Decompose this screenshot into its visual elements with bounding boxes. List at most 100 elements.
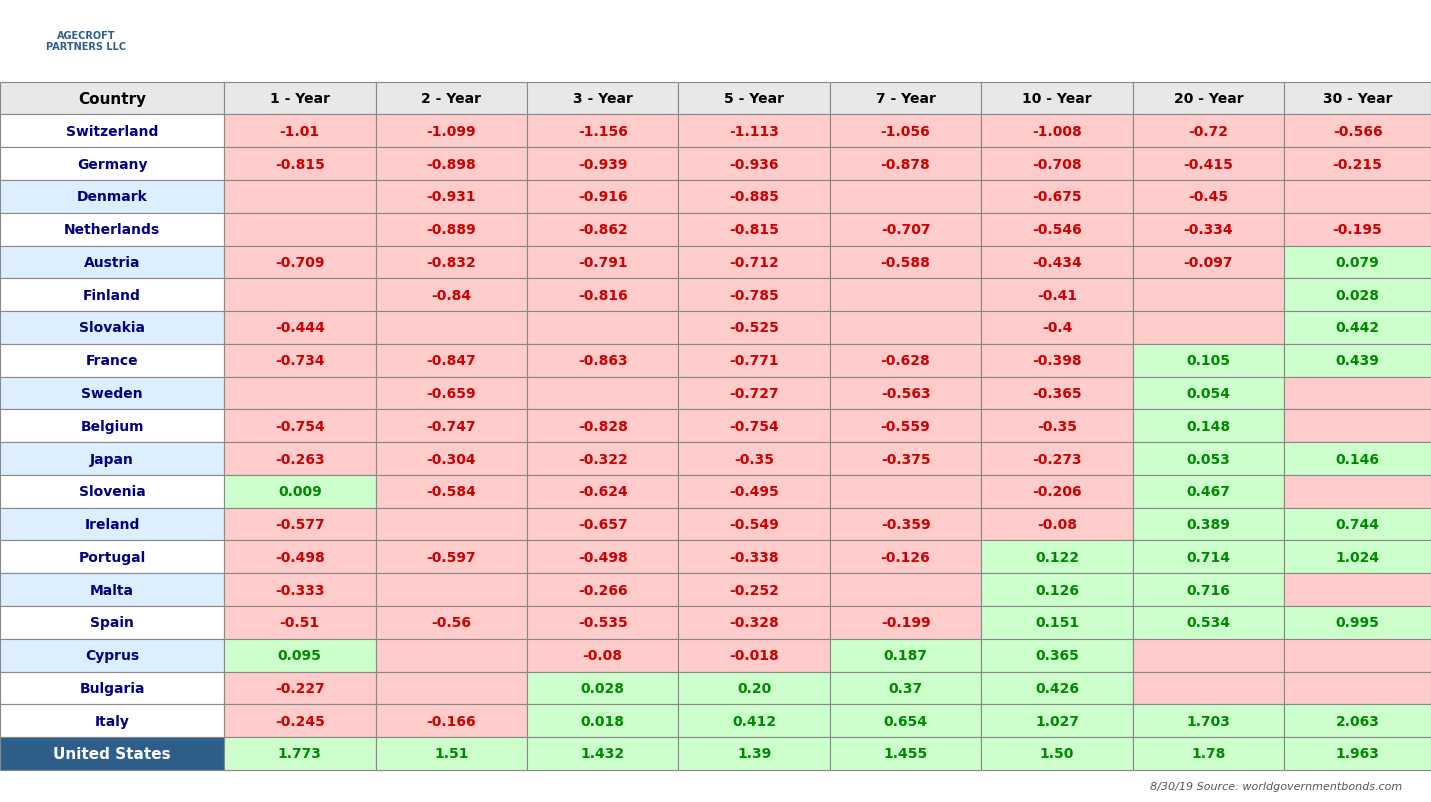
Bar — [1284, 573, 1431, 606]
Bar — [375, 279, 527, 312]
Text: -0.563: -0.563 — [880, 387, 930, 400]
Text: 0.187: 0.187 — [883, 648, 927, 662]
Text: 0.534: 0.534 — [1186, 616, 1231, 630]
Bar — [225, 443, 375, 476]
Bar — [830, 83, 982, 115]
Bar — [982, 312, 1133, 344]
Text: Spain: Spain — [90, 616, 135, 630]
Text: 1.51: 1.51 — [434, 747, 468, 760]
Text: -0.675: -0.675 — [1032, 190, 1082, 205]
Text: 0.20: 0.20 — [737, 681, 771, 695]
Bar — [830, 672, 982, 704]
Text: 1.455: 1.455 — [883, 747, 927, 760]
Bar — [1284, 148, 1431, 180]
Text: -0.227: -0.227 — [275, 681, 325, 695]
Text: -0.566: -0.566 — [1332, 124, 1382, 139]
Bar — [225, 508, 375, 541]
Bar — [678, 180, 830, 213]
Text: 5 - Year: 5 - Year — [724, 92, 784, 106]
Text: -0.56: -0.56 — [431, 616, 471, 630]
Text: 0.151: 0.151 — [1035, 616, 1079, 630]
Text: -1.113: -1.113 — [730, 124, 778, 139]
Text: 7 - Year: 7 - Year — [876, 92, 936, 106]
Text: 0.714: 0.714 — [1186, 550, 1231, 564]
Text: -0.754: -0.754 — [730, 419, 778, 433]
Text: 10 - Year: 10 - Year — [1022, 92, 1092, 106]
Bar — [527, 443, 678, 476]
Text: -0.898: -0.898 — [426, 157, 477, 172]
Bar — [982, 213, 1133, 246]
Bar — [830, 737, 982, 770]
Bar — [0, 312, 225, 344]
Bar — [527, 312, 678, 344]
Bar — [225, 639, 375, 672]
Bar — [678, 213, 830, 246]
Bar — [0, 573, 225, 606]
Bar — [375, 508, 527, 541]
Text: Netherlands: Netherlands — [64, 223, 160, 237]
Text: -0.097: -0.097 — [1183, 256, 1234, 269]
Text: -0.206: -0.206 — [1032, 484, 1082, 499]
Bar — [830, 541, 982, 573]
Bar — [527, 180, 678, 213]
Text: -0.338: -0.338 — [730, 550, 778, 564]
Bar — [982, 83, 1133, 115]
Text: -0.398: -0.398 — [1032, 354, 1082, 368]
Text: -0.333: -0.333 — [275, 583, 325, 597]
Text: 1 - Year: 1 - Year — [270, 92, 329, 106]
Bar — [0, 508, 225, 541]
Bar — [1133, 279, 1284, 312]
Bar — [1133, 672, 1284, 704]
Text: 0.146: 0.146 — [1335, 452, 1379, 466]
Text: 1.50: 1.50 — [1040, 747, 1075, 760]
Text: AGECROFT
PARTNERS LLC: AGECROFT PARTNERS LLC — [46, 30, 126, 52]
Text: Italy: Italy — [94, 714, 129, 728]
Text: -0.495: -0.495 — [730, 484, 778, 499]
Text: -0.878: -0.878 — [880, 157, 930, 172]
Bar — [375, 672, 527, 704]
Text: Sweden: Sweden — [82, 387, 143, 400]
Bar — [830, 476, 982, 508]
Text: -0.535: -0.535 — [578, 616, 628, 630]
Bar — [1284, 83, 1431, 115]
Bar — [375, 377, 527, 410]
Text: 20 - Year: 20 - Year — [1173, 92, 1244, 106]
Bar — [527, 606, 678, 639]
Bar — [1284, 180, 1431, 213]
Text: -0.847: -0.847 — [426, 354, 477, 368]
Bar — [678, 115, 830, 148]
Bar — [1133, 410, 1284, 443]
Bar — [225, 279, 375, 312]
Text: -0.266: -0.266 — [578, 583, 628, 597]
Text: -0.727: -0.727 — [730, 387, 778, 400]
Bar — [1284, 443, 1431, 476]
Text: -0.785: -0.785 — [730, 289, 778, 302]
Bar — [375, 312, 527, 344]
Bar — [678, 377, 830, 410]
Text: 1.432: 1.432 — [581, 747, 625, 760]
Bar — [1284, 606, 1431, 639]
Text: 0.37: 0.37 — [889, 681, 923, 695]
Bar — [982, 737, 1133, 770]
Text: -1.056: -1.056 — [880, 124, 930, 139]
Bar — [0, 443, 225, 476]
Bar — [375, 213, 527, 246]
Bar — [1133, 246, 1284, 279]
Bar — [830, 115, 982, 148]
Bar — [375, 83, 527, 115]
Bar — [0, 541, 225, 573]
Bar — [1133, 213, 1284, 246]
Text: -0.816: -0.816 — [578, 289, 628, 302]
Text: Slovakia: Slovakia — [79, 321, 145, 335]
Bar — [225, 573, 375, 606]
Text: -0.215: -0.215 — [1332, 157, 1382, 172]
Text: -0.657: -0.657 — [578, 517, 628, 532]
Text: -0.828: -0.828 — [578, 419, 628, 433]
Bar — [1133, 312, 1284, 344]
Bar — [375, 115, 527, 148]
Text: -1.156: -1.156 — [578, 124, 628, 139]
Text: Portugal: Portugal — [79, 550, 146, 564]
Bar — [830, 573, 982, 606]
Text: 1.78: 1.78 — [1191, 747, 1226, 760]
Bar — [0, 180, 225, 213]
